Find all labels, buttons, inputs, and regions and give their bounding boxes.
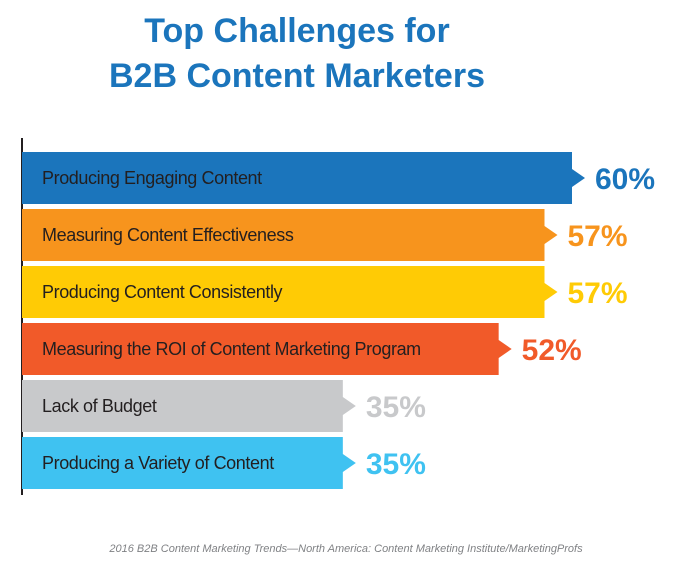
bar xyxy=(22,437,356,489)
bar xyxy=(22,152,585,204)
chart-title: Top Challenges for xyxy=(144,12,449,50)
value-label: 57% xyxy=(568,277,628,310)
chart-title: B2B Content Marketers xyxy=(109,57,485,95)
category-label: Measuring the ROI of Content Marketing P… xyxy=(42,339,421,359)
value-label: 35% xyxy=(366,448,426,481)
category-label: Lack of Budget xyxy=(42,396,157,416)
source-note: 2016 B2B Content Marketing Trends—North … xyxy=(108,543,583,555)
category-label: Measuring Content Effectiveness xyxy=(42,225,294,245)
value-label: 35% xyxy=(366,391,426,424)
value-label: 52% xyxy=(522,334,582,367)
value-label: 60% xyxy=(595,163,655,196)
bar xyxy=(22,209,558,261)
category-label: Producing Engaging Content xyxy=(42,168,262,188)
category-label: Producing a Variety of Content xyxy=(42,453,274,473)
category-label: Producing Content Consistently xyxy=(42,282,283,302)
bar xyxy=(22,323,512,375)
bar xyxy=(22,380,356,432)
value-label: 57% xyxy=(568,220,628,253)
bar xyxy=(22,266,558,318)
